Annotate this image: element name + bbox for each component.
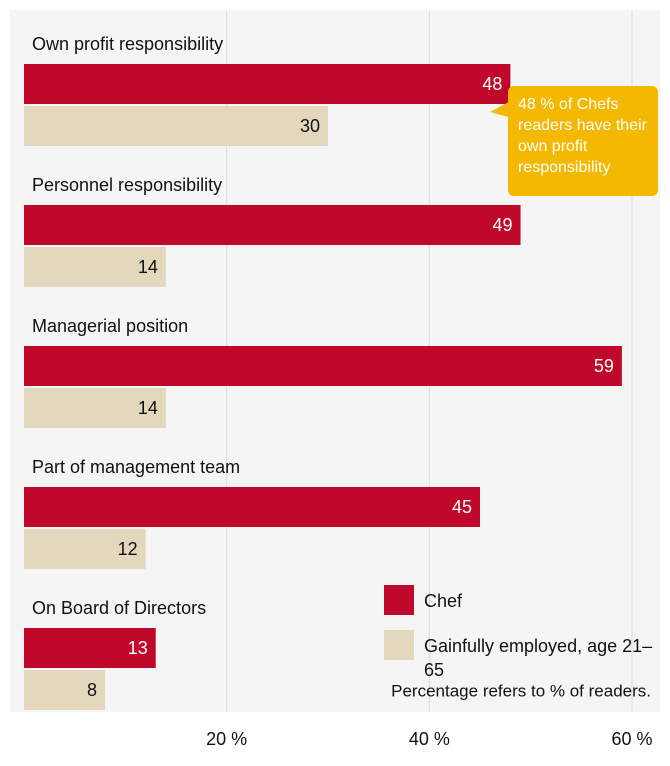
- legend-label: Gainfully employed, age 21–65: [424, 636, 653, 680]
- x-tick-label: 20 %: [206, 729, 247, 749]
- category-label: Personnel responsibility: [32, 175, 222, 195]
- callout-box: [508, 86, 658, 196]
- category-label: Managerial position: [32, 316, 188, 336]
- bar: [24, 529, 146, 569]
- bar: [24, 346, 622, 386]
- bar: [24, 670, 106, 710]
- bar: [24, 388, 166, 428]
- bar: [24, 628, 156, 668]
- value-label: 12: [118, 539, 138, 559]
- x-tick-label: 40 %: [409, 729, 450, 749]
- value-label: 14: [138, 398, 158, 418]
- legend-label-box: Chef: [424, 591, 463, 611]
- bar: [24, 205, 521, 245]
- x-tick-label: 60 %: [611, 729, 652, 749]
- bar: [24, 487, 480, 527]
- value-label: 49: [493, 215, 513, 235]
- value-label: 13: [128, 638, 148, 658]
- annotation-box: 48 % of Chefs readers have their own pro…: [518, 96, 647, 176]
- annotation: 48 % of Chefs readers have their own pro…: [518, 96, 647, 176]
- category-label: Part of management team: [32, 457, 240, 477]
- legend-swatch: [384, 630, 414, 660]
- bar: [24, 64, 511, 104]
- category-label: Own profit responsibility: [32, 34, 223, 54]
- value-label: 59: [594, 356, 614, 376]
- value-label: 14: [138, 257, 158, 277]
- value-label: 30: [300, 116, 320, 136]
- bar: [24, 106, 328, 146]
- value-label: 8: [87, 680, 97, 700]
- value-label: 48: [482, 74, 502, 94]
- legend-swatch: [384, 585, 414, 615]
- category-label: On Board of Directors: [32, 598, 206, 618]
- value-label: 45: [452, 497, 472, 517]
- bar: [24, 247, 166, 287]
- legend-label: Chef: [424, 591, 463, 611]
- note: Percentage refers to % of readers.: [391, 681, 651, 700]
- legend-label-box: Gainfully employed, age 21–65: [424, 636, 653, 680]
